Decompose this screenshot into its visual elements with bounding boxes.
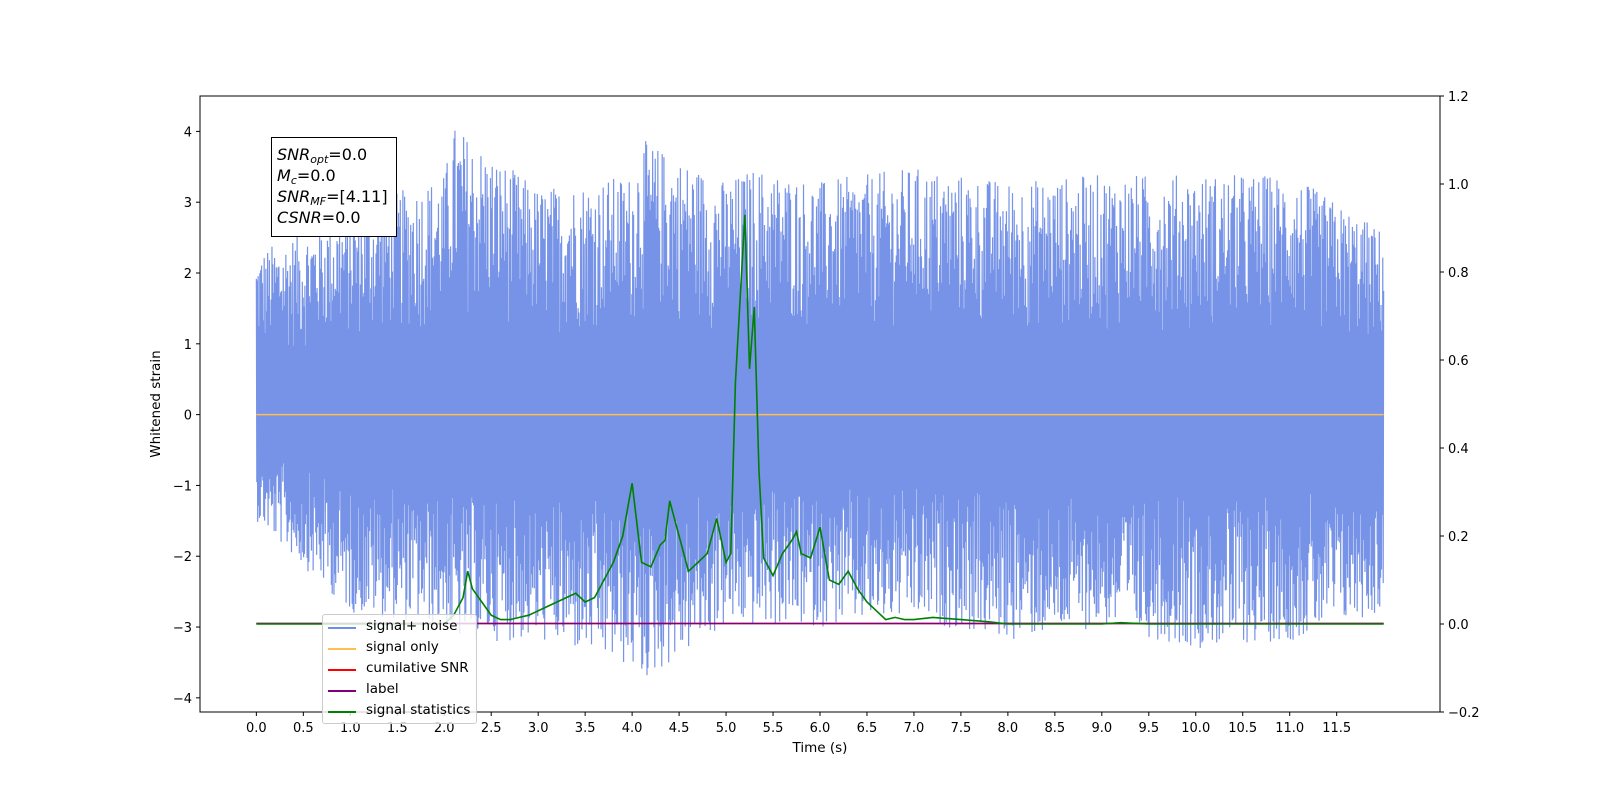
x-axis-ticks: 0.0 0.5 1.0 1.5 2.0 2.5 3.0 3.5 4.0 4.5 5.0 5.5 6.0 6… — [246, 712, 1351, 736]
legend-swatch-signal-statistics — [328, 711, 356, 713]
x-tick-label: 1.0 — [340, 721, 361, 736]
y2-tick-label: 0.8 — [1448, 266, 1469, 281]
legend-label-signal-noise: signal+ noise — [366, 618, 458, 634]
stats-annotation-box: SNRopt=0.0 Mc=0.0 SNRMF=[4.11] CSNR=0.0 — [271, 137, 397, 237]
legend-label-signal-statistics: signal statistics — [366, 702, 471, 718]
snr-mf-base: SNR — [277, 187, 311, 206]
x-tick-label: 3.5 — [575, 721, 596, 736]
snr-mf-sub: MF — [310, 195, 327, 208]
y-axis-ticks: −4 −3 −2 −1 0 1 2 3 4 — [173, 125, 200, 707]
legend-label-label: label — [366, 681, 399, 697]
legend-label-cumulative-snr: cumilative SNR — [366, 660, 469, 676]
y2-tick-label: 0.2 — [1448, 530, 1469, 545]
legend-swatch-signal-noise — [328, 627, 356, 629]
x-tick-label: 0.0 — [246, 721, 267, 736]
y-tick-label: 1 — [184, 338, 192, 353]
snr-opt-value: =0.0 — [328, 145, 368, 164]
noise-layer — [255, 130, 1385, 676]
series-signal-statistics-line — [256, 214, 1384, 625]
x-tick-label: 11.5 — [1322, 721, 1351, 736]
y-tick-label: 3 — [184, 196, 192, 211]
x-tick-label: 9.5 — [1138, 721, 1159, 736]
x-tick-label: 8.0 — [998, 721, 1019, 736]
legend-label-signal-only: signal only — [366, 639, 439, 655]
y-tick-label: −4 — [173, 692, 192, 707]
x-tick-label: 2.5 — [481, 721, 502, 736]
csnr-base: CSNR — [277, 208, 322, 227]
x-tick-label: 6.5 — [857, 721, 878, 736]
legend-swatch-signal-only — [328, 648, 356, 650]
mc-base: M — [277, 166, 291, 185]
x-tick-label: 5.5 — [763, 721, 784, 736]
y2-tick-label: 0.0 — [1448, 618, 1469, 633]
x-tick-label: 4.0 — [622, 721, 643, 736]
x-axis-label: Time (s) — [792, 740, 848, 756]
snr-opt-base: SNR — [277, 145, 311, 164]
y2-tick-label: 0.6 — [1448, 354, 1469, 369]
mc-line: Mc=0.0 — [277, 165, 392, 186]
legend: signal+ noise signal only cumilative SNR… — [322, 614, 477, 724]
y-tick-label: −3 — [173, 621, 192, 636]
x-tick-label: 4.5 — [669, 721, 690, 736]
snr-opt-sub: opt — [310, 153, 329, 166]
x-tick-label: 3.0 — [528, 721, 549, 736]
legend-swatch-cumulative-snr — [328, 669, 356, 671]
y2-tick-label: 0.4 — [1448, 442, 1469, 457]
x-tick-label: 9.0 — [1091, 721, 1112, 736]
y2-tick-label: −0.2 — [1448, 706, 1480, 721]
legend-item-label: label — [323, 680, 476, 701]
x-tick-label: 10.5 — [1228, 721, 1257, 736]
snr-mf-line: SNRMF=[4.11] — [277, 186, 392, 207]
series-signal-noise-line — [255, 130, 1385, 676]
x-tick-label: 2.0 — [434, 721, 455, 736]
y2-axis-ticks: −0.2 0.0 0.2 0.4 0.6 0.8 1.0 1.2 — [1440, 90, 1480, 721]
x-tick-label: 8.5 — [1045, 721, 1066, 736]
x-tick-label: 0.5 — [293, 721, 314, 736]
y2-tick-label: 1.0 — [1448, 178, 1469, 193]
y-tick-label: −2 — [173, 550, 192, 565]
y2-tick-label: 1.2 — [1448, 90, 1469, 105]
x-tick-label: 6.0 — [810, 721, 831, 736]
snr-mf-value: =[4.11] — [326, 187, 388, 206]
y-tick-label: 4 — [184, 125, 192, 140]
x-tick-label: 10.0 — [1181, 721, 1210, 736]
legend-item-signal-statistics: signal statistics — [323, 701, 476, 722]
y-axis-label: Whitened strain — [148, 350, 164, 457]
x-tick-label: 11.0 — [1275, 721, 1304, 736]
x-tick-label: 7.5 — [951, 721, 972, 736]
mc-value: =0.0 — [296, 166, 336, 185]
mc-sub: c — [290, 174, 297, 187]
y-tick-label: −1 — [173, 479, 192, 494]
legend-item-signal-only: signal only — [323, 638, 476, 659]
x-tick-label: 7.0 — [904, 721, 925, 736]
legend-item-cumulative-snr: cumilative SNR — [323, 659, 476, 680]
legend-item-signal-noise: signal+ noise — [323, 617, 476, 638]
y-tick-label: 2 — [184, 267, 192, 282]
csnr-line: CSNR=0.0 — [277, 207, 392, 228]
x-tick-label: 1.5 — [387, 721, 408, 736]
csnr-value: =0.0 — [321, 208, 361, 227]
snr-opt-line: SNRopt=0.0 — [277, 144, 392, 165]
x-tick-label: 5.0 — [716, 721, 737, 736]
y-tick-label: 0 — [184, 409, 192, 424]
legend-swatch-label — [328, 690, 356, 692]
